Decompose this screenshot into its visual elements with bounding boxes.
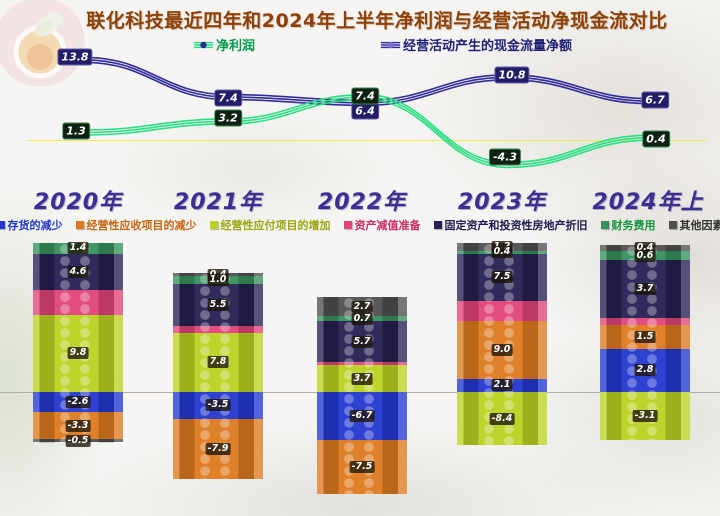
net-profit-line-marker-icon — [193, 41, 214, 48]
stacked-bar-2024年上: 0.4 0.6 3.7 1.5 2.8 -3.1 — [600, 241, 690, 441]
bar-value-label: 5.5 — [207, 298, 229, 311]
bar-value-label: 7.5 — [491, 271, 513, 284]
bar-value-label: 5.7 — [351, 335, 373, 348]
stacked-bar-2022年: 2.7 0.7 5.7 3.7 -6.7 -7.5 — [317, 296, 407, 495]
bar-value-label: 9.0 — [491, 344, 513, 357]
bar-chart-legend: 存货的减少 经营性应收项目的减少 经营性应付项目的增加 资产减值准备 固定资产和投资性房… — [0, 217, 720, 233]
bar-legend-item: 固定资产和投资性房地产折旧 — [433, 217, 588, 233]
line-point-label: -4.3 — [488, 148, 522, 166]
bar-legend-label: 财务费用 — [611, 219, 656, 232]
bar-segment — [457, 301, 547, 322]
bar-legend-item: 其他因素 — [668, 217, 720, 233]
x-axis-label: 2021年 — [173, 190, 263, 215]
bar-value-label: 4.6 — [67, 265, 89, 278]
legend-cash-flow-label: 经营活动产生的现金流量净额 — [403, 39, 573, 54]
x-axis-label: 2023年 — [457, 190, 547, 215]
legend-swatch-icon — [0, 221, 5, 229]
legend-cash-flow: 经营活动产生的现金流量净额 — [380, 35, 572, 54]
bar-legend-label: 固定资产和投资性房地产折旧 — [444, 219, 588, 232]
x-axis-label: 2022年 — [317, 190, 407, 215]
bar-value-label: -0.5 — [65, 434, 91, 447]
bar-segment — [317, 362, 407, 366]
legend-net-profit-label: 净利润 — [216, 39, 256, 54]
x-axis-label: 2024年上 — [592, 190, 704, 215]
bar-value-label: 1.5 — [634, 330, 656, 343]
bar-value-label: 2.8 — [634, 364, 656, 377]
legend-swatch-icon — [600, 221, 609, 229]
bar-legend-item: 经营性应收项目的减少 — [75, 217, 197, 233]
legend-swatch-icon — [75, 221, 84, 229]
bar-value-label: 3.7 — [634, 282, 656, 295]
line-point-label: 3.2 — [214, 109, 242, 127]
line-point-label: 7.4 — [214, 89, 242, 107]
bar-value-label: -8.4 — [489, 412, 515, 425]
bar-value-label: 1.4 — [67, 242, 89, 255]
legend-swatch-icon — [668, 221, 677, 229]
x-axis-label: 2020年 — [33, 190, 123, 215]
line-point-label: 13.8 — [57, 48, 93, 66]
bar-value-label: 0.4 — [491, 246, 513, 259]
bar-segment — [173, 325, 263, 333]
page-title: 联化科技最近四年和2024年上半年净利润与经营活动净现金流对比 — [86, 10, 668, 32]
bar-legend-label: 其他因素 — [679, 219, 720, 232]
bar-value-label: -3.5 — [205, 399, 231, 412]
bar-value-label: -7.5 — [349, 461, 375, 474]
line-point-label: 7.4 — [351, 87, 379, 105]
stacked-bar-2021年: 0.41.05.57.8-3.5-7.9 — [173, 268, 263, 479]
line-point-label: 6.4 — [351, 102, 379, 120]
bar-value-label: -7.9 — [205, 442, 231, 455]
cash-flow-line-marker-icon — [380, 41, 401, 48]
bar-segment — [600, 317, 690, 326]
bar-value-label: 1.0 — [207, 274, 229, 287]
legend-net-profit: 净利润 — [193, 35, 255, 54]
bar-value-label: -6.7 — [349, 410, 375, 423]
bar-value-label: 0.6 — [634, 249, 656, 262]
legend-swatch-icon — [433, 221, 442, 229]
bar-value-label: 9.8 — [67, 347, 89, 360]
legend-swatch-icon — [209, 221, 218, 229]
bar-value-label: -2.6 — [65, 396, 91, 409]
bar-value-label: -3.3 — [65, 419, 91, 432]
line-point-label: 10.8 — [494, 66, 530, 84]
bar-value-label: 0.7 — [351, 312, 373, 325]
bar-value-label: 2.7 — [351, 300, 373, 313]
stacked-bar-2020年: 1.4 4.6 9.8 -2.6 -3.3 -0.5 — [33, 242, 123, 447]
bar-legend-item: 经营性应付项目的增加 — [209, 217, 331, 233]
bar-legend-label: 资产减值准备 — [354, 219, 421, 232]
stacked-bar-2023年: 1.20.47.59.02.1-8.4 — [457, 241, 547, 446]
bar-legend-item: 存货的减少 — [0, 217, 63, 233]
bar-segment — [33, 290, 123, 315]
bar-value-label: -3.1 — [632, 410, 658, 423]
legend-swatch-icon — [343, 221, 352, 229]
line-point-label: 0.4 — [642, 130, 670, 148]
line-point-label: 1.3 — [62, 122, 90, 140]
bar-legend-label: 经营性应付项目的增加 — [220, 219, 331, 232]
bar-legend-label: 经营性应收项目的减少 — [86, 219, 197, 232]
bar-legend-item: 资产减值准备 — [343, 217, 421, 233]
line-point-label: 6.7 — [641, 91, 669, 109]
bar-value-label: 2.1 — [491, 379, 513, 392]
bar-value-label: 7.8 — [207, 356, 229, 369]
bar-value-label: 3.7 — [351, 372, 373, 385]
bar-legend-item: 财务费用 — [600, 217, 656, 233]
line-chart-zero-axis — [28, 140, 706, 141]
bar-legend-label: 存货的减少 — [7, 219, 63, 232]
